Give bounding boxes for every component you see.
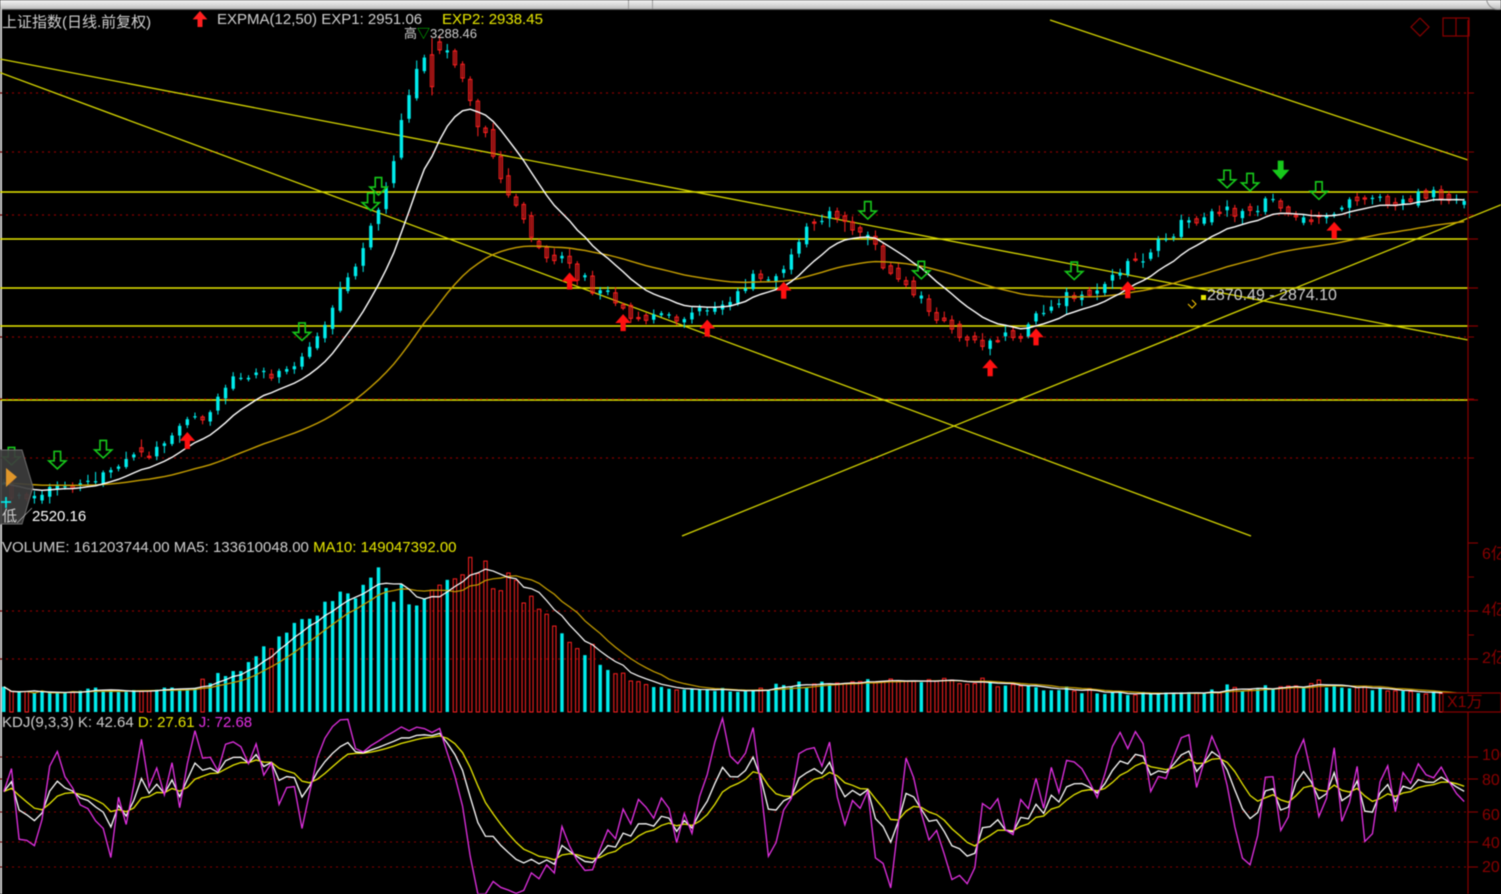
svg-text:20: 20 bbox=[1482, 859, 1500, 876]
svg-text:6亿: 6亿 bbox=[1482, 545, 1501, 563]
svg-text:40: 40 bbox=[1482, 835, 1500, 852]
svg-text:4亿: 4亿 bbox=[1482, 601, 1501, 619]
svg-text:60: 60 bbox=[1482, 807, 1500, 824]
svg-text:2870.49 - 2874.10: 2870.49 - 2874.10 bbox=[1207, 287, 1337, 304]
svg-text:2亿: 2亿 bbox=[1482, 649, 1501, 667]
svg-text:100: 100 bbox=[1482, 747, 1501, 764]
svg-text:X1万: X1万 bbox=[1447, 694, 1483, 711]
svg-text:80: 80 bbox=[1482, 772, 1500, 789]
